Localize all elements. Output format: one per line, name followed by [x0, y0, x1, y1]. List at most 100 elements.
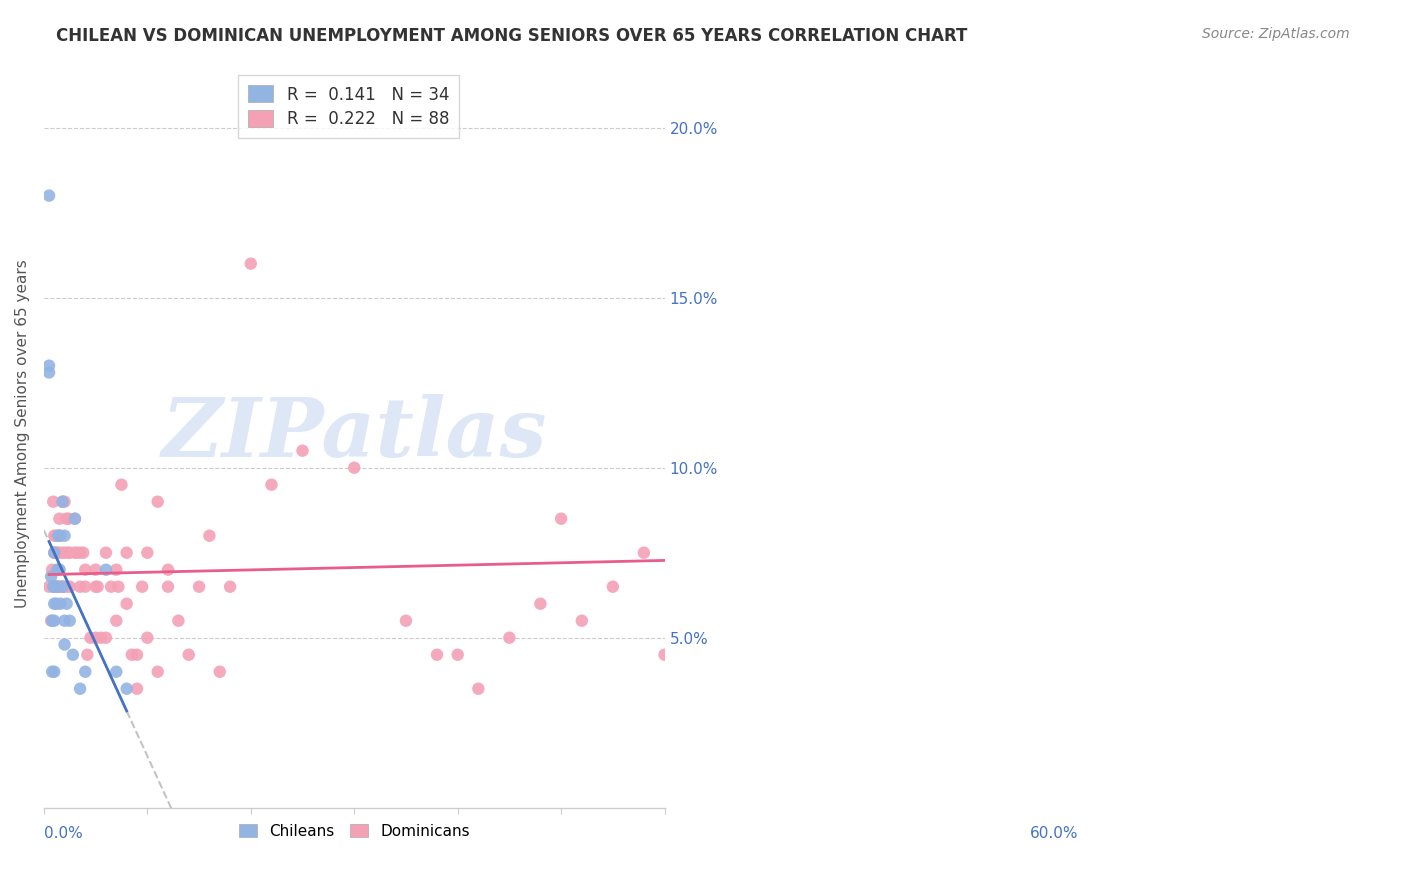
Point [75, 665, 97, 679]
Point [75, 580, 97, 594]
Point [110, 477, 132, 491]
Y-axis label: Unemployment Among Seniors over 65 years: Unemployment Among Seniors over 65 years [15, 260, 30, 608]
Point [38, 188, 60, 202]
Point [343, 460, 366, 475]
Point [53, 546, 76, 560]
Point [44, 614, 66, 628]
Point [46, 580, 69, 594]
Point [105, 614, 128, 628]
Point [44, 580, 66, 594]
Point [44, 546, 66, 560]
Point [125, 681, 148, 696]
Point [105, 665, 128, 679]
Point [529, 597, 551, 611]
Point [125, 648, 148, 662]
Point [48, 580, 70, 594]
Point [42, 494, 65, 508]
Point [208, 665, 231, 679]
Point [94, 563, 117, 577]
Point [69, 546, 91, 560]
Point [63, 511, 86, 525]
Point [45, 580, 67, 594]
Point [46, 580, 69, 594]
Point [602, 580, 624, 594]
Point [51, 494, 73, 508]
Point [291, 443, 314, 458]
Point [131, 580, 153, 594]
Point [62, 648, 84, 662]
Point [45, 580, 67, 594]
Point [44, 546, 66, 560]
Point [571, 614, 593, 628]
Point [115, 681, 138, 696]
Point [41, 614, 63, 628]
Text: 60.0%: 60.0% [1029, 827, 1078, 841]
Point [48, 511, 70, 525]
Point [51, 580, 73, 594]
Point [157, 563, 180, 577]
Point [46, 546, 69, 560]
Point [44, 546, 66, 560]
Point [45, 597, 67, 611]
Point [48, 546, 70, 560]
Point [90, 631, 112, 645]
Point [188, 580, 211, 594]
Point [447, 648, 470, 662]
Point [55, 511, 77, 525]
Point [41, 563, 63, 577]
Point [72, 546, 94, 560]
Point [44, 597, 66, 611]
Point [42, 580, 65, 594]
Point [53, 494, 76, 508]
Point [550, 511, 572, 525]
Point [53, 638, 76, 652]
Point [51, 546, 73, 560]
Point [38, 580, 60, 594]
Point [146, 665, 169, 679]
Point [45, 529, 67, 543]
Text: CHILEAN VS DOMINICAN UNEMPLOYMENT AMONG SENIORS OVER 65 YEARS CORRELATION CHART: CHILEAN VS DOMINICAN UNEMPLOYMENT AMONG … [56, 27, 967, 45]
Point [46, 563, 69, 577]
Point [136, 631, 159, 645]
Point [467, 681, 489, 696]
Point [654, 648, 676, 662]
Point [51, 494, 73, 508]
Point [76, 648, 98, 662]
Point [66, 546, 89, 560]
Point [55, 597, 77, 611]
Legend: Chileans, Dominicans: Chileans, Dominicans [232, 818, 477, 845]
Point [59, 546, 82, 560]
Point [69, 580, 91, 594]
Text: ZIPatlas: ZIPatlas [162, 393, 547, 474]
Point [53, 614, 76, 628]
Point [115, 546, 138, 560]
Point [498, 631, 520, 645]
Point [51, 580, 73, 594]
Point [41, 665, 63, 679]
Point [84, 563, 107, 577]
Point [56, 546, 79, 560]
Point [49, 580, 72, 594]
Point [167, 614, 190, 628]
Point [704, 426, 727, 441]
Point [75, 563, 97, 577]
Point [44, 580, 66, 594]
Point [48, 529, 70, 543]
Text: Source: ZipAtlas.com: Source: ZipAtlas.com [1202, 27, 1350, 41]
Point [219, 580, 242, 594]
Point [146, 494, 169, 508]
Point [426, 648, 449, 662]
Legend: R =  0.141   N = 34, R =  0.222   N = 88: R = 0.141 N = 34, R = 0.222 N = 88 [239, 76, 460, 138]
Point [38, 366, 60, 380]
Point [59, 614, 82, 628]
Point [157, 580, 180, 594]
Point [239, 257, 262, 271]
Point [58, 511, 80, 525]
Point [105, 563, 128, 577]
Point [51, 580, 73, 594]
Point [198, 529, 221, 543]
Point [94, 631, 117, 645]
Point [48, 563, 70, 577]
Point [48, 563, 70, 577]
Point [63, 546, 86, 560]
